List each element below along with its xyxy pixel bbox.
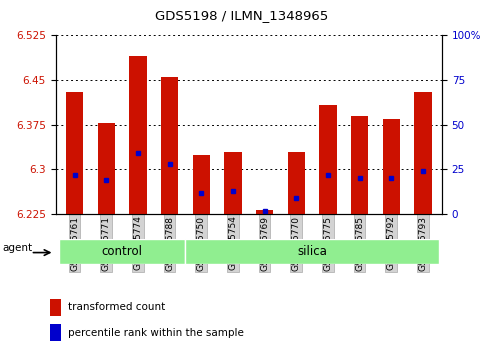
Bar <box>224 152 242 214</box>
Text: agent: agent <box>3 242 33 253</box>
Bar <box>351 116 369 214</box>
Bar <box>383 119 400 214</box>
Text: silica: silica <box>297 245 327 258</box>
Bar <box>129 56 147 214</box>
Bar <box>59 239 185 264</box>
Bar <box>50 299 61 316</box>
Text: GDS5198 / ILMN_1348965: GDS5198 / ILMN_1348965 <box>155 9 328 22</box>
Bar <box>256 210 273 214</box>
Bar <box>414 92 432 214</box>
Bar <box>193 155 210 214</box>
Bar <box>185 239 439 264</box>
Bar <box>161 77 178 214</box>
Text: percentile rank within the sample: percentile rank within the sample <box>68 328 243 338</box>
Bar <box>50 324 61 341</box>
Text: transformed count: transformed count <box>68 302 165 312</box>
Bar <box>287 152 305 214</box>
Bar <box>98 123 115 214</box>
Bar <box>319 105 337 214</box>
Text: control: control <box>101 245 142 258</box>
Bar <box>66 92 83 214</box>
